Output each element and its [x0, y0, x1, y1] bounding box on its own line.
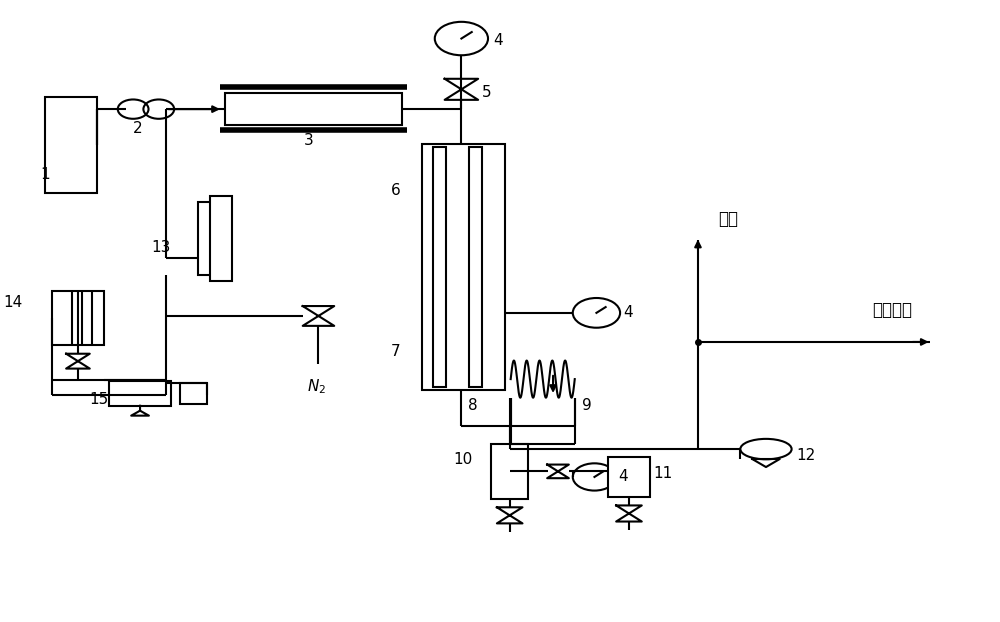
Bar [52, 290, 104, 345]
Bar [198, 202, 220, 275]
Text: 放空: 放空 [718, 210, 738, 228]
Text: 9: 9 [582, 397, 591, 412]
Text: 2: 2 [133, 121, 143, 136]
Text: $N_2$: $N_2$ [307, 378, 326, 396]
Text: 6: 6 [391, 183, 400, 198]
Bar [608, 457, 650, 497]
Text: 4: 4 [618, 470, 628, 485]
Bar [45, 98, 97, 193]
Text: 色谱分析: 色谱分析 [872, 301, 912, 318]
Text: 12: 12 [797, 448, 816, 463]
Text: 15: 15 [90, 392, 109, 407]
Bar [433, 147, 446, 386]
Text: 11: 11 [654, 466, 673, 481]
Text: 4: 4 [493, 33, 503, 48]
Text: 8: 8 [468, 398, 478, 413]
Text: 1: 1 [40, 167, 50, 182]
Text: 13: 13 [151, 240, 171, 256]
Text: 10: 10 [453, 452, 472, 467]
Text: 4: 4 [623, 305, 633, 320]
Text: 3: 3 [304, 133, 313, 148]
Bar [210, 196, 232, 281]
Bar [180, 383, 207, 404]
Bar [469, 147, 482, 386]
Bar [422, 144, 505, 389]
Bar [225, 93, 402, 125]
Text: 5: 5 [482, 85, 492, 100]
Text: 14: 14 [3, 295, 23, 310]
Text: 7: 7 [391, 344, 400, 359]
Bar [109, 381, 171, 406]
Bar [491, 444, 528, 499]
